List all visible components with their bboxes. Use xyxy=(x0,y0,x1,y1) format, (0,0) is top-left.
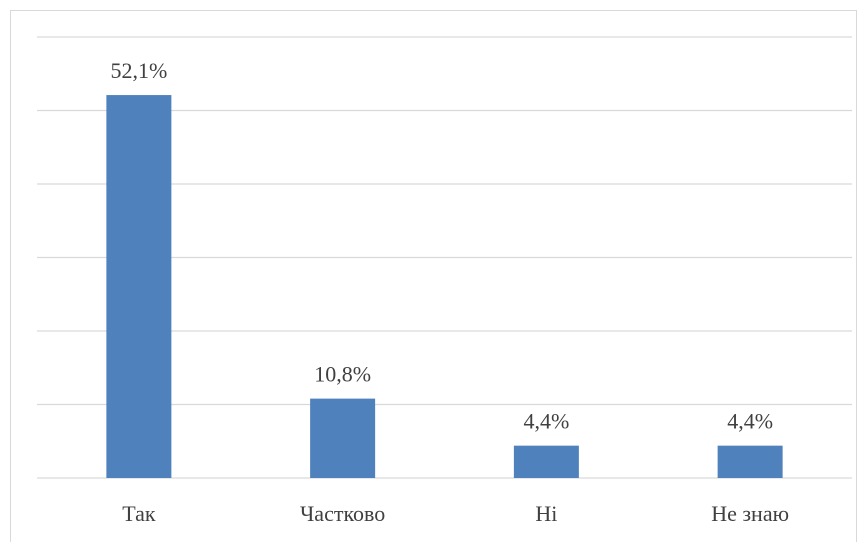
data-label: 10,8% xyxy=(314,362,371,387)
bar xyxy=(513,445,579,478)
x-tick-label: Частково xyxy=(300,501,385,526)
bar xyxy=(310,398,376,478)
data-label: 52,1% xyxy=(110,58,167,83)
x-tick-label: Ні xyxy=(535,501,557,526)
x-tick-label: Так xyxy=(122,501,156,526)
bar xyxy=(106,95,172,478)
bar xyxy=(717,445,783,478)
data-label: 4,4% xyxy=(523,409,569,434)
data-label: 4,4% xyxy=(727,409,773,434)
x-tick-label: Не знаю xyxy=(711,501,789,526)
